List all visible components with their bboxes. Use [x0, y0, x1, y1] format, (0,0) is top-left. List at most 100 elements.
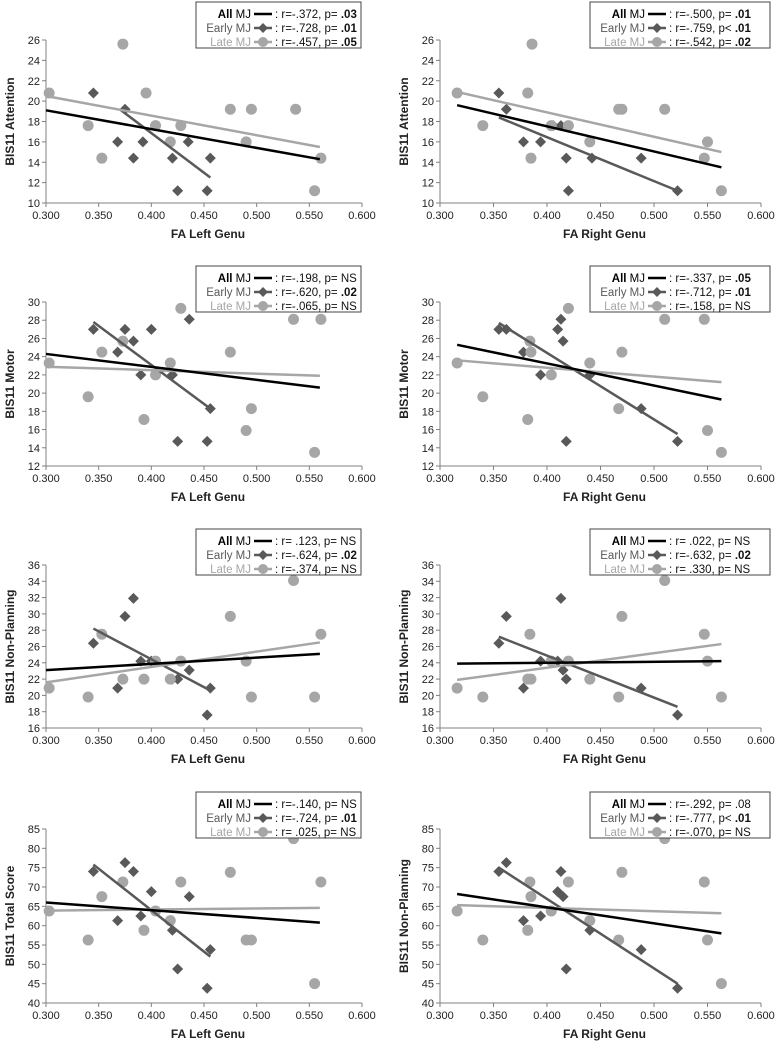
legend-diamond-marker [652, 813, 662, 823]
y-tick-label: 60 [28, 921, 40, 933]
y-tick-label: 30 [422, 297, 434, 309]
late-mj-point [522, 87, 534, 99]
early-mj-point [87, 866, 99, 878]
x-tick-label: 0.400 [533, 210, 561, 222]
legend-stat-early: : r=-.624, p= .02 [275, 550, 357, 562]
y-axis-label: BIS11 Non-Planning [3, 589, 17, 703]
x-axis-label: FA Right Genu [563, 490, 646, 504]
early-mj-point [112, 346, 124, 358]
late-mj-point [175, 876, 187, 888]
all-mj-fit-line [45, 109, 321, 161]
x-tick-label: 0.400 [533, 1010, 561, 1022]
late-mj-point [138, 924, 150, 936]
y-tick-label: 32 [28, 593, 40, 605]
y-tick-label: 30 [422, 609, 434, 621]
all-mj-fit-line [45, 901, 320, 924]
y-tick-label: 24 [422, 55, 434, 67]
legend-stat-all: : r= .123, p= NS [275, 536, 357, 548]
early-mj-point [119, 610, 131, 622]
late-mj-point [309, 185, 321, 197]
early-mj-point [112, 136, 124, 148]
late-mj-point [616, 103, 628, 115]
early-mj-point [672, 709, 684, 721]
early-mj-fit-line [118, 108, 212, 179]
legend-diamond-marker [652, 23, 662, 33]
x-tick-label: 0.600 [348, 735, 376, 747]
y-tick-label: 55 [422, 940, 434, 952]
y-tick-label: 28 [28, 315, 40, 327]
x-axis-label: FA Left Genu [171, 752, 245, 766]
early-mj-point [635, 152, 647, 164]
x-tick-label: 0.400 [138, 1010, 166, 1022]
y-tick-label: 16 [422, 723, 434, 735]
early-mj-point [493, 637, 505, 649]
y-tick-label: 24 [422, 658, 434, 670]
x-tick-label: 0.300 [32, 735, 60, 747]
legend-stat-early: : r=-.759, p< .01 [669, 23, 751, 35]
legend-label-early: Early MJ [600, 23, 645, 35]
x-tick-label: 0.600 [348, 473, 376, 485]
x-axis-label: FA Left Genu [171, 227, 245, 241]
legend-stat-late: : r= .025, p= NS [275, 827, 357, 839]
y-tick-label: 18 [422, 117, 434, 129]
y-tick-label: 26 [422, 35, 434, 47]
legend-stat-early: : r=-.632, p= .02 [669, 550, 751, 562]
x-tick-label: 0.550 [296, 473, 324, 485]
early-mj-point [560, 963, 572, 975]
y-tick-label: 18 [28, 707, 40, 719]
x-tick-label: 0.600 [348, 210, 376, 222]
x-tick-label: 0.300 [426, 473, 454, 485]
early-mj-point [204, 152, 216, 164]
y-axis-label: BIS11 Non-Planning [397, 589, 411, 703]
x-tick-label: 0.400 [138, 473, 166, 485]
x-tick-label: 0.550 [296, 1010, 324, 1022]
late-mj-point [288, 574, 300, 586]
y-tick-label: 40 [28, 998, 40, 1010]
legend: All MJ: r=-.198, p= NS Early MJ: r=-.620,… [195, 265, 362, 313]
early-mj-point [201, 435, 213, 447]
x-tick-label: 0.450 [190, 210, 218, 222]
y-tick-label: 14 [422, 157, 434, 169]
early-mj-point [127, 335, 139, 347]
y-tick-label: 12 [422, 461, 434, 473]
y-tick-label: 12 [28, 178, 40, 190]
x-tick-label: 0.450 [190, 1010, 218, 1022]
x-axis-label: FA Right Genu [563, 227, 646, 241]
legend: All MJ: r=-.372, p= .03 Early MJ: r=-.728… [195, 1, 362, 49]
chart-panel-6: 16 18 20 22 24 26 28 30 32 34 36 0.300 0.350 0.400 0.4… [397, 528, 775, 766]
late-mj-point [698, 152, 710, 164]
x-tick-label: 0.500 [243, 1010, 271, 1022]
late-mj-point [526, 38, 538, 50]
early-mj-point [517, 136, 529, 148]
late-mj-point [315, 876, 327, 888]
legend-label-late: Late MJ [210, 301, 251, 313]
late-mj-point [659, 574, 671, 586]
y-tick-label: 12 [422, 178, 434, 190]
late-mj-point [613, 691, 625, 703]
legend-stat-all: : r=-.140, p= NS [275, 799, 357, 811]
legend-circle-marker [652, 564, 662, 574]
late-mj-point [477, 691, 489, 703]
y-tick-label: 26 [422, 333, 434, 345]
early-mj-point [87, 323, 99, 335]
y-tick-label: 22 [422, 370, 434, 382]
y-tick-label: 85 [422, 824, 434, 836]
legend-label-late: Late MJ [604, 827, 645, 839]
y-tick-label: 28 [28, 625, 40, 637]
y-tick-label: 30 [28, 609, 40, 621]
y-tick-label: 60 [422, 921, 434, 933]
y-tick-label: 18 [422, 707, 434, 719]
all-mj-fit-line [456, 103, 722, 169]
x-tick-label: 0.300 [32, 210, 60, 222]
late-mj-point [477, 934, 489, 946]
y-tick-label: 70 [28, 882, 40, 894]
x-tick-label: 0.300 [426, 210, 454, 222]
early-mj-point [517, 915, 529, 927]
x-axis-label: FA Right Genu [563, 752, 646, 766]
legend-diamond-marker [258, 813, 268, 823]
y-tick-label: 20 [422, 96, 434, 108]
legend: All MJ: r=-.292, p= .08 Early MJ: r=-.777… [589, 791, 771, 839]
early-mj-point [535, 655, 547, 667]
legend-stat-late: : r=-.457, p= .05 [275, 37, 357, 49]
